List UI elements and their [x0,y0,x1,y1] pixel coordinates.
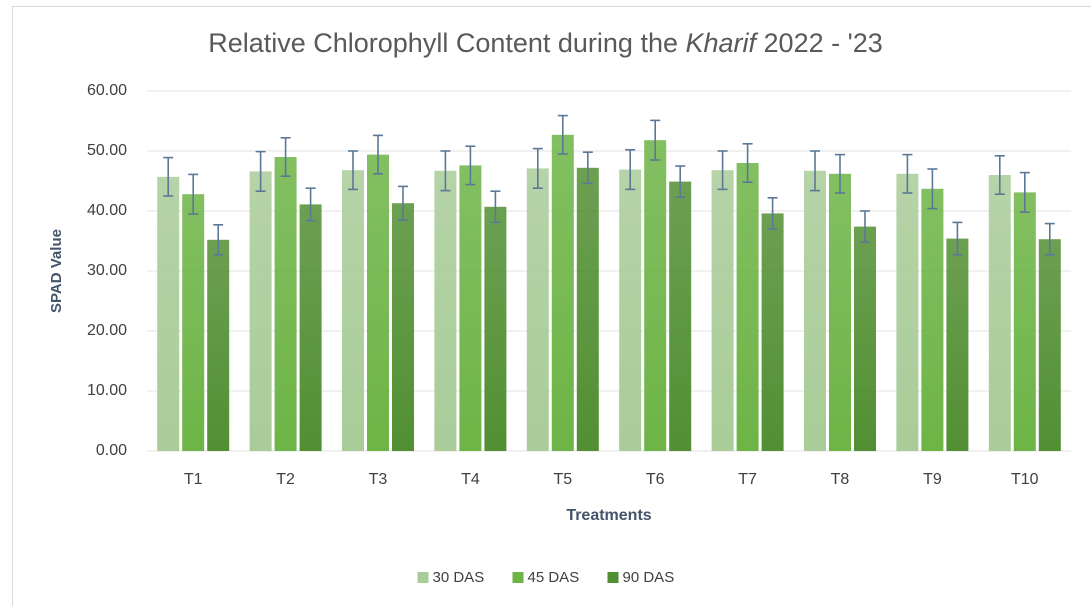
y-tick-label: 30.00 [87,262,127,279]
bar [711,170,734,451]
error-bar [255,150,266,192]
error-bar [398,185,408,221]
bar [1013,192,1036,451]
title-part: 2022 - '23 [756,28,883,58]
x-tick-label: T1 [184,471,203,488]
error-bar [1044,222,1055,256]
title-part: Relative Chlorophyll Content during the [208,28,686,58]
bar [619,169,642,451]
error-bar [305,187,316,222]
error-bar [557,114,568,155]
bar [299,204,322,451]
error-bar [188,173,199,215]
x-tick-label: T4 [461,471,480,488]
bar [484,206,507,451]
x-tick-label: T2 [276,471,295,488]
error-bar [1019,171,1030,213]
y-tick-label: 50.00 [87,142,127,159]
bar [434,170,457,452]
x-tick-label: T6 [646,471,665,488]
error-bar [717,150,728,191]
bar [459,165,482,451]
bar [1038,239,1061,451]
legend-swatch [512,572,524,583]
error-bar [860,210,870,243]
error-bar [465,145,476,186]
bar [157,176,180,452]
error-bar [767,197,778,230]
error-bar [582,151,593,185]
error-bar [373,134,383,175]
legend-swatch [607,572,619,583]
error-bar [952,221,963,256]
y-axis-label: SPAD Value [48,229,65,313]
x-tick-label: T10 [1011,471,1039,488]
bar [182,194,205,451]
bar [896,173,919,452]
bar [644,140,667,451]
bar [249,171,272,451]
bar [342,170,364,451]
y-tick-label: 40.00 [87,202,127,219]
bar [576,167,599,452]
bar [551,134,574,452]
legend-label: 45 DAS [528,569,580,586]
bar [736,163,759,451]
y-tick-label: 20.00 [87,322,127,339]
error-bar [280,137,291,177]
chart-frame [12,6,1091,606]
bar [946,238,969,451]
error-bar [163,156,174,197]
bar [988,175,1011,451]
bar [274,157,297,451]
error-bar [213,224,224,256]
error-bar [927,168,938,210]
y-tick-label: 0.00 [96,442,127,459]
bar [921,188,944,452]
x-tick-label: T9 [923,471,942,488]
x-tick-label: T8 [831,471,850,488]
error-bar [625,149,636,191]
legend-label: 90 DAS [623,569,675,586]
bar [367,154,389,451]
error-bar [902,153,913,194]
legend-label: 30 DAS [433,569,485,586]
bar [761,213,784,451]
y-tick-label: 10.00 [87,382,127,399]
x-axis-label: Treatments [566,507,651,524]
legend-swatch [417,572,429,583]
bar [526,168,549,451]
chart-title: Relative Chlorophyll Content during the … [0,28,1091,59]
error-bar [650,119,661,161]
bar [854,226,876,451]
title-part: Kharif [685,28,757,58]
bar [804,170,826,452]
error-bar [440,150,451,192]
error-bar [742,143,753,183]
error-bar [490,190,501,224]
error-bar [835,153,845,194]
error-bar [675,165,686,198]
error-bar [532,147,543,189]
bar [829,173,851,452]
y-tick-label: 60.00 [87,82,127,99]
x-tick-label: T5 [553,471,572,488]
error-bar [994,155,1005,195]
error-bar [810,150,820,192]
error-bar [348,150,358,191]
bar [207,239,230,451]
bar [669,181,692,451]
x-tick-label: T3 [369,471,388,488]
x-tick-label: T7 [738,471,757,488]
bar [392,203,414,451]
